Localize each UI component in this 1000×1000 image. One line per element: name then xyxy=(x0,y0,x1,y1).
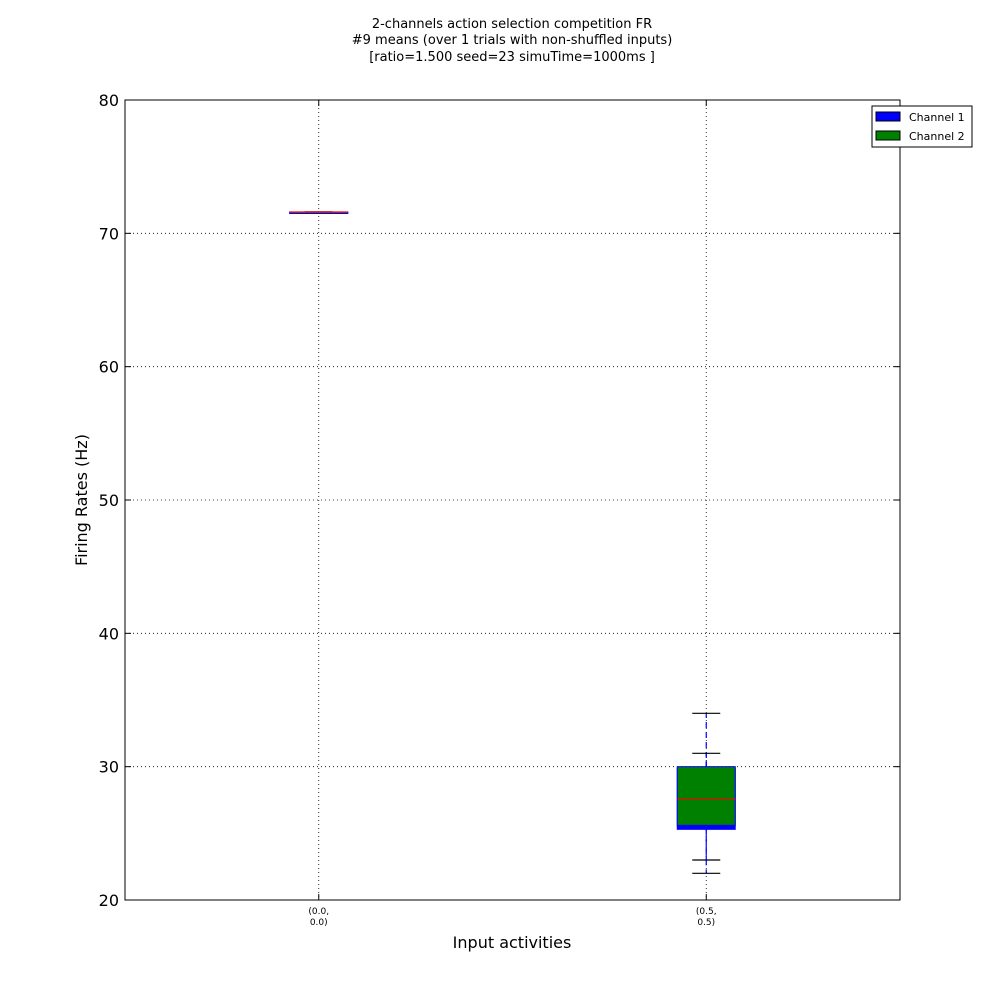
title-line-2: #9 means (over 1 trials with non-shuffle… xyxy=(352,33,673,48)
x-tick-label-line: 0.5) xyxy=(697,918,715,928)
chart-title: 2-channels action selection competition … xyxy=(352,17,673,65)
box-body xyxy=(676,766,736,826)
x-tick-label-line: (0.5, xyxy=(696,907,717,917)
x-tick-label-line: (0.0, xyxy=(308,907,329,917)
x-axis-ticks: (0.0, 0.0) (0.5, 0.5) xyxy=(308,100,717,928)
plot-frame xyxy=(124,99,901,901)
y-axis-label: Firing Rates (Hz) xyxy=(72,434,91,566)
legend-label: Channel 2 xyxy=(909,130,965,143)
y-tick-label: 40 xyxy=(99,624,119,643)
title-line-3: [ratio=1.500 seed=23 simuTime=1000ms ] xyxy=(369,50,655,65)
y-tick-label: 30 xyxy=(99,758,119,777)
title-line-1: 2-channels action selection competition … xyxy=(372,17,652,32)
y-axis-ticks: 20 30 40 50 60 70 80 xyxy=(99,91,900,910)
box-series xyxy=(289,211,736,874)
x-tick-label: (0.0, 0.0) xyxy=(308,907,329,928)
box-channel-2 xyxy=(676,752,736,861)
x-tick-label: (0.5, 0.5) xyxy=(696,907,717,928)
legend-swatch xyxy=(875,111,901,122)
y-tick-label: 20 xyxy=(99,891,119,910)
legend-label: Channel 1 xyxy=(909,111,965,124)
box-channel-2 xyxy=(289,211,349,214)
y-tick-label: 60 xyxy=(99,358,119,377)
legend: Channel 1 Channel 2 xyxy=(871,105,973,148)
x-tick-label-line: 0.0) xyxy=(310,918,328,928)
grid-lines xyxy=(125,100,900,900)
x-axis-label: Input activities xyxy=(453,933,572,952)
y-tick-label: 70 xyxy=(99,224,119,243)
y-tick-label: 80 xyxy=(99,91,119,110)
y-tick-label: 50 xyxy=(99,491,119,510)
legend-swatch xyxy=(875,130,901,141)
